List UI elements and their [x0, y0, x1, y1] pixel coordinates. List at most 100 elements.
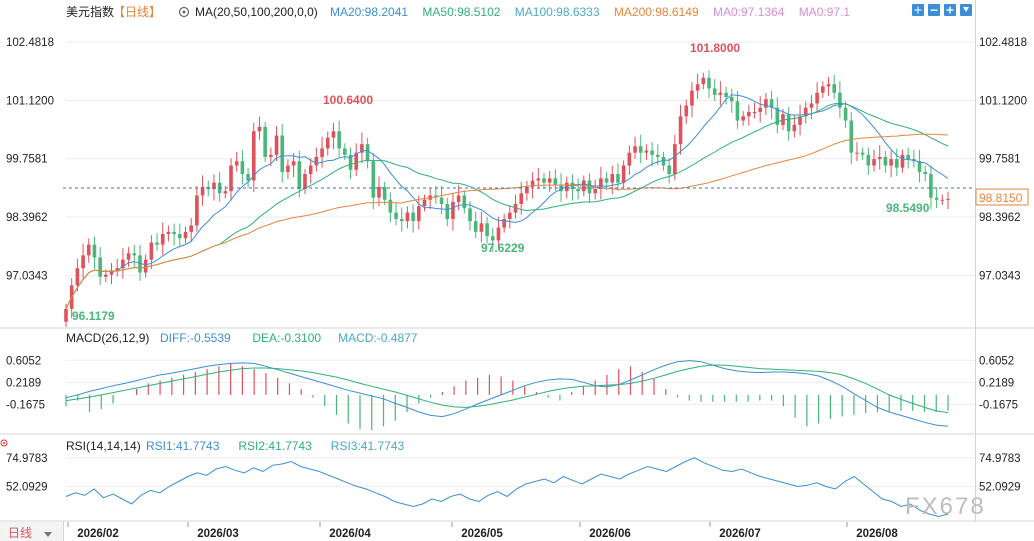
main-yticks-left: 98.3962	[6, 212, 48, 224]
candle	[616, 163, 620, 191]
candle	[388, 192, 393, 223]
candle	[576, 178, 580, 200]
macd-yticks-left: 0.2189	[6, 377, 41, 389]
candle	[348, 147, 353, 180]
candle	[394, 203, 398, 226]
bottom-tab[interactable]: 日线	[8, 526, 32, 540]
main-yticks-left: 101.1200	[6, 95, 54, 107]
candle	[843, 101, 848, 128]
candle	[792, 115, 797, 138]
candle	[564, 176, 569, 199]
candle	[769, 90, 774, 120]
candle	[627, 145, 632, 175]
ma-label: MA(20,50,100,200,0,0)	[195, 5, 318, 19]
candle	[445, 197, 450, 227]
candle	[468, 201, 472, 231]
macd-yticks-right: 0.6052	[979, 355, 1014, 367]
candle	[718, 81, 723, 106]
candle	[121, 248, 125, 279]
candle	[280, 123, 285, 183]
ma-values-item: MA100:98.6333	[515, 5, 600, 19]
candle	[638, 134, 643, 164]
candle	[183, 226, 188, 244]
candle	[417, 195, 421, 230]
macd-values-item: DEA:-0.3100	[252, 331, 321, 345]
last-price-label: 98.8150	[979, 191, 1023, 205]
expand-icon[interactable]	[960, 4, 972, 16]
candle	[923, 165, 928, 182]
rsi-label: RSI(14,14,14)	[66, 439, 141, 453]
candle	[92, 236, 97, 270]
candle	[695, 73, 700, 99]
rsi-header: RSI(14,14,14) RSI1:41.7743 RSI2:41.7743 RS…	[0, 439, 405, 453]
candle	[371, 152, 376, 210]
low-label-2: 97.6229	[481, 241, 525, 255]
macd-plot	[65, 360, 949, 431]
candle	[360, 132, 364, 164]
candle	[251, 122, 256, 193]
candle	[906, 147, 910, 169]
candle	[883, 150, 888, 173]
candle	[234, 151, 239, 172]
candle	[166, 225, 171, 242]
x-axis-label: 2026/04	[329, 528, 371, 540]
candle	[377, 176, 381, 206]
candle	[456, 184, 461, 211]
high-label-2: 101.8000	[690, 41, 740, 55]
settings-icon[interactable]	[912, 4, 924, 16]
macd-header: MACD(26,12,9) DIFF:-0.5539 DEA:-0.3100 MAC…	[66, 331, 418, 345]
plus-icon[interactable]	[944, 4, 956, 16]
rsi-settings-icon[interactable]	[0, 439, 8, 447]
candle	[109, 263, 114, 285]
main-header: 美元指数 【日线】 MA(20,50,100,200,0,0) MA20:98.…	[66, 4, 850, 19]
candle	[821, 81, 825, 98]
candle	[929, 165, 933, 210]
chevron-down-icon[interactable]	[44, 532, 52, 537]
settings-icon[interactable]	[178, 6, 190, 18]
candle	[747, 104, 751, 126]
candle	[98, 247, 102, 286]
rsi-values-item: RSI1:41.7743	[146, 439, 220, 453]
candle	[786, 106, 791, 141]
main-yticks-left: 99.7581	[6, 154, 48, 166]
ma-values-item: MA0:97.1	[799, 5, 851, 19]
candle	[764, 92, 768, 116]
main-yticks-right: 97.0343	[979, 270, 1021, 282]
minus-icon[interactable]	[928, 4, 940, 16]
candle	[946, 191, 950, 210]
x-axis-label: 2026/03	[197, 528, 239, 540]
candle	[240, 149, 245, 185]
candle	[877, 145, 882, 170]
candle	[724, 86, 728, 105]
candle	[547, 171, 552, 193]
candle	[917, 149, 922, 183]
candle	[832, 74, 836, 99]
main-yticks-right: 102.4818	[979, 37, 1027, 49]
candle	[365, 137, 370, 169]
candle	[803, 101, 808, 124]
candle	[667, 158, 671, 184]
ma-values-item: MA20:98.2041	[330, 5, 408, 19]
candle	[838, 81, 842, 119]
macd-yticks-left: -0.1675	[6, 399, 45, 411]
macd-values-item: MACD:-0.4877	[338, 331, 418, 345]
candle	[633, 136, 637, 159]
candle	[263, 121, 267, 163]
candle	[75, 258, 80, 292]
main-yticks-right: 99.7581	[979, 154, 1021, 166]
candle	[866, 147, 871, 175]
period-tab[interactable]: 【日线】	[113, 5, 161, 19]
candle	[621, 160, 626, 188]
rsi-yticks-left: 52.0929	[6, 481, 48, 493]
candle	[195, 186, 199, 232]
candle	[382, 181, 387, 205]
ma-values-item: MA50:98.5102	[422, 5, 500, 19]
candle	[502, 213, 506, 233]
candle	[132, 244, 137, 267]
candle	[86, 238, 91, 263]
candle	[178, 223, 182, 247]
watermark: FX678	[905, 493, 986, 520]
candle	[200, 175, 205, 206]
candle	[661, 151, 666, 171]
last-price-box	[975, 188, 1029, 206]
